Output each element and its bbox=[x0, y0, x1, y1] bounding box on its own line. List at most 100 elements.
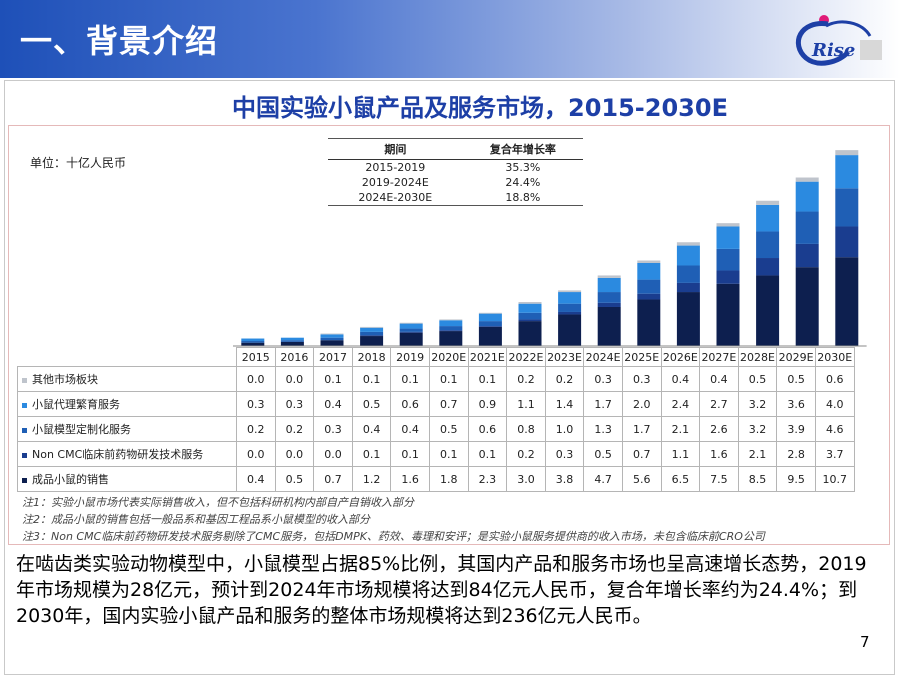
bar-segment bbox=[835, 257, 859, 346]
chart-title: 中国实验小鼠产品及服务市场，2015-2030E bbox=[232, 94, 728, 122]
table-cell: 1.7 bbox=[621, 416, 662, 442]
bar-segment bbox=[518, 303, 542, 313]
table-cell: 0.7 bbox=[313, 466, 353, 492]
bar-segment bbox=[360, 336, 384, 346]
table-cell: 4.7 bbox=[583, 466, 623, 492]
bar-segment bbox=[716, 248, 740, 271]
table-cell: 0.4 bbox=[660, 366, 701, 392]
table-cell: 3.9 bbox=[776, 416, 816, 442]
bar-segment bbox=[320, 340, 344, 346]
table-cell: 0.3 bbox=[274, 391, 315, 417]
table-cell: 1.6 bbox=[699, 441, 739, 467]
table-cell: 0.1 bbox=[313, 366, 353, 392]
cagr-period: 2015-2019 bbox=[365, 161, 426, 174]
table-cell: 0.0 bbox=[274, 441, 315, 467]
table-cell: 0.4 bbox=[699, 366, 739, 392]
row-label-text: 成品小鼠的销售 bbox=[32, 473, 109, 486]
bar-segment bbox=[716, 270, 740, 284]
table-cell: 0.3 bbox=[583, 366, 623, 392]
bar-segment bbox=[241, 338, 265, 342]
table-cell: 0.5 bbox=[428, 416, 469, 442]
table-cell: 0.3 bbox=[544, 441, 585, 467]
legend-swatch bbox=[22, 377, 27, 383]
bar-segment bbox=[835, 188, 859, 227]
table-cell: 2.0 bbox=[621, 391, 662, 417]
table-cell: 1.7 bbox=[583, 391, 623, 417]
bar-segment bbox=[478, 313, 502, 322]
table-row: 小鼠代理繁育服务 0.3 0.3 0.4 0.5 0.6 0.7 0.9 1.1 1.4 1.7 2.… bbox=[17, 391, 855, 417]
cagr-rate: 24.4% bbox=[505, 176, 541, 189]
table-cell: 0.3 bbox=[236, 391, 276, 417]
logo-text: Rise bbox=[811, 40, 855, 61]
bar-segment bbox=[478, 326, 502, 327]
bar-segment bbox=[439, 330, 463, 332]
row-label-text: 其他市场板块 bbox=[32, 373, 98, 386]
table-cell: 1.1 bbox=[506, 391, 546, 417]
table-cell: 10.7 bbox=[814, 466, 855, 492]
row-label-text: 小鼠模型定制化服务 bbox=[32, 423, 131, 436]
table-cell: 0.8 bbox=[506, 416, 546, 442]
legend-swatch bbox=[22, 477, 27, 483]
table-cell: 4.6 bbox=[814, 416, 855, 442]
table-cell: 0.5 bbox=[351, 391, 392, 417]
table-row: 小鼠模型定制化服务 0.2 0.2 0.3 0.4 0.4 0.5 0.6 0.8 1.0 1.3 1… bbox=[17, 416, 855, 442]
bar-segment bbox=[835, 150, 859, 156]
bar-segment bbox=[676, 292, 700, 346]
bar-segment bbox=[637, 293, 661, 300]
table-cell: 0.1 bbox=[428, 366, 469, 392]
table-cell: 0.5 bbox=[776, 366, 816, 392]
table-cell: 0.4 bbox=[390, 416, 430, 442]
bar-segment bbox=[360, 335, 384, 337]
slide-title: 一、背景介绍 bbox=[20, 22, 219, 60]
table-cell: 0.3 bbox=[313, 416, 353, 442]
table-cell: 3.6 bbox=[776, 391, 816, 417]
table-cell: 1.4 bbox=[544, 391, 585, 417]
bar-segment bbox=[795, 267, 819, 346]
table-cell: 0.4 bbox=[313, 391, 353, 417]
bar-segment bbox=[241, 342, 265, 346]
table-cell: 1.2 bbox=[351, 466, 392, 492]
table-cell: 0.1 bbox=[390, 441, 430, 467]
bar-segment bbox=[637, 299, 661, 346]
table-cell: 0.2 bbox=[236, 416, 276, 442]
table-cell: 0.1 bbox=[467, 366, 508, 392]
page-number: 7 bbox=[860, 633, 870, 651]
table-cell: 3.0 bbox=[506, 466, 546, 492]
bar-segment bbox=[518, 319, 542, 322]
bar-segment bbox=[518, 302, 542, 304]
legend-swatch bbox=[22, 402, 27, 408]
bar-segment bbox=[637, 263, 661, 280]
bar-segment bbox=[835, 155, 859, 189]
table-cell: 0.4 bbox=[236, 466, 276, 492]
bar-segment bbox=[320, 333, 344, 335]
table-cell: 1.1 bbox=[660, 441, 701, 467]
table-cell: 1.6 bbox=[390, 466, 430, 492]
row-label: 小鼠代理繁育服务 bbox=[17, 391, 237, 417]
table-cell: 6.5 bbox=[660, 466, 701, 492]
row-label: 成品小鼠的销售 bbox=[17, 466, 237, 492]
bar-segment bbox=[597, 306, 621, 346]
table-cell: 0.1 bbox=[467, 441, 508, 467]
table-row: 成品小鼠的销售 0.4 0.5 0.7 1.2 1.6 1.8 2.3 3.0 3.8 4.7 5.6… bbox=[17, 466, 855, 492]
year-label: 2019 bbox=[390, 347, 430, 367]
bar-segment bbox=[795, 177, 819, 182]
year-label: 2025E bbox=[621, 347, 662, 367]
bar-segment bbox=[756, 258, 780, 276]
table-cell: 1.8 bbox=[428, 466, 469, 492]
bar-segment bbox=[518, 312, 542, 320]
table-cell: 0.6 bbox=[814, 366, 855, 392]
bar-segment bbox=[637, 279, 661, 294]
bar-segment bbox=[597, 292, 621, 303]
bar-segment bbox=[399, 331, 423, 333]
table-cell: 0.0 bbox=[313, 441, 353, 467]
bar-segment bbox=[360, 326, 384, 328]
bar-segment bbox=[597, 277, 621, 293]
year-label: 2016 bbox=[274, 347, 315, 367]
table-cell: 2.4 bbox=[660, 391, 701, 417]
table-cell: 7.5 bbox=[699, 466, 739, 492]
year-label: 2027E bbox=[699, 347, 739, 367]
table-row: Non CMC临床前药物研发技术服务 0.0 0.0 0.0 0.1 0.1 0.1 0.1 0… bbox=[17, 441, 855, 467]
cagr-rate: 35.3% bbox=[505, 161, 541, 174]
cagr-rate: 18.8% bbox=[462, 190, 583, 206]
bar-segment bbox=[676, 282, 700, 293]
